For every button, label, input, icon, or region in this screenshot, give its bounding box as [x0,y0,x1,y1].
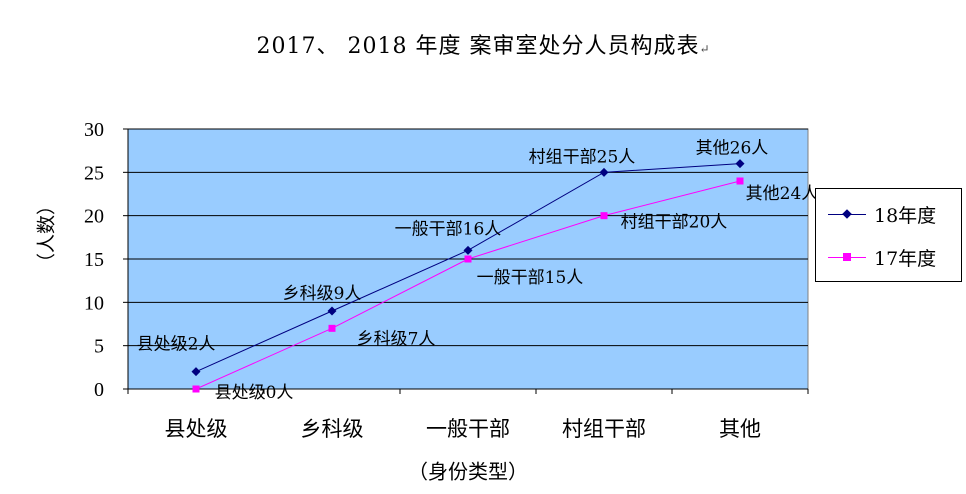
legend-line-17 [828,251,866,263]
square-marker-icon [843,253,851,261]
data-label: 一般干部15人 [477,268,584,288]
chart-title: 2017、 2018 年度 案审室处分人员构成表 [256,34,700,59]
data-label: 其他24人 [746,184,819,204]
title-row: 2017、 2018 年度 案审室处分人员构成表↵ [0,28,966,60]
y-tick-labels: 0 5 10 15 20 25 30 [84,119,104,401]
data-point [600,212,608,220]
data-label: 县处级0人 [215,383,294,403]
x-tick-label: 县处级 [165,417,228,441]
data-label: 村组干部25人 [529,147,636,167]
legend-label-18: 18年度 [874,204,937,227]
data-point [599,167,609,177]
data-label: 一般干部16人 [395,219,502,239]
y-tick-label: 25 [84,162,104,184]
legend-item-17: 17年度 [828,245,937,270]
y-tick-label: 5 [94,336,104,358]
legend-item-18: 18年度 [828,202,937,227]
x-tick-labels: 县处级 乡科级 一般干部 村组干部 其他 [165,417,762,441]
legend-label-17: 17年度 [874,247,937,270]
axes [123,128,809,394]
data-label: 县处级2人 [137,335,216,355]
y-axis-title: （人数） [35,195,58,272]
legend-line-18 [828,208,866,220]
data-point [328,324,336,332]
x-axis-title: （身份类型） [408,459,528,484]
data-point [463,245,473,255]
x-tick-label: 其他 [719,417,761,441]
data-label: 乡科级7人 [357,329,436,349]
data-label: 乡科级9人 [283,284,362,304]
data-label: 村组干部20人 [621,213,728,233]
y-tick-label: 0 [94,379,104,401]
data-point [327,306,337,316]
diamond-marker-icon [842,209,852,219]
data-label: 其他26人 [696,139,769,159]
x-tick-label: 一般干部 [426,417,510,441]
y-tick-label: 20 [84,206,104,228]
data-point [736,177,744,185]
y-tick-label: 30 [84,119,104,141]
paragraph-mark: ↵ [699,42,710,56]
y-tick-label: 10 [84,292,104,314]
data-point [464,255,472,263]
series-group [191,159,745,393]
y-tick-label: 15 [84,249,104,271]
data-point [192,385,200,393]
x-tick-label: 村组干部 [562,417,646,441]
data-point [735,159,745,169]
x-tick-label: 乡科级 [301,417,364,441]
legend: 18年度 17年度 [815,188,962,282]
data-point [191,367,201,377]
